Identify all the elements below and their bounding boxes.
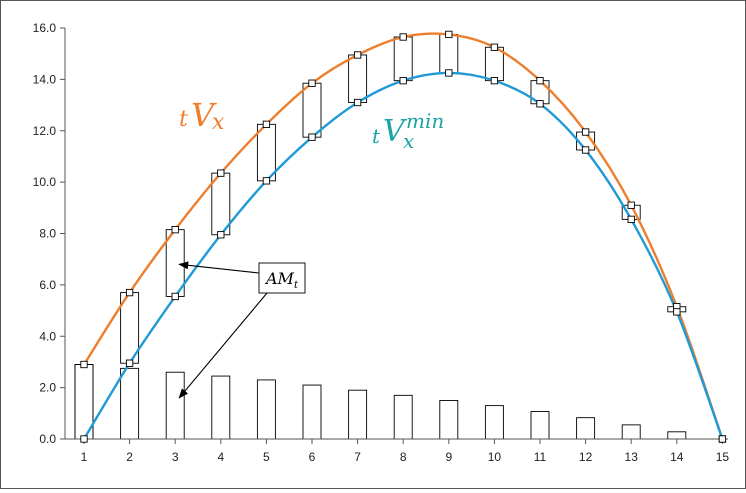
x-tick-label: 5: [263, 450, 270, 464]
interval-box: [256, 123, 276, 182]
annotation-box: [258, 262, 306, 294]
bar: [348, 389, 368, 440]
data-point: [581, 146, 590, 154]
interval-box: [302, 82, 322, 138]
annotation-text: AM: [264, 269, 295, 288]
annotation-layer: AM t: [178, 261, 306, 399]
y-tick-label: 12.0: [33, 124, 57, 138]
data-point: [445, 69, 453, 77]
y-tick-label: 10.0: [33, 175, 57, 189]
bar: [165, 371, 185, 440]
interval-box: [393, 36, 413, 82]
data-point: [581, 128, 590, 136]
data-point: [308, 79, 316, 87]
y-tick-label: 2.0: [39, 381, 56, 395]
bar: [667, 431, 687, 440]
data-point: [80, 360, 88, 369]
y-tick-label: 8.0: [39, 227, 56, 241]
bar: [530, 411, 550, 440]
data-point: [125, 288, 134, 297]
x-tick-label: 12: [579, 450, 593, 464]
data-point: [399, 33, 407, 41]
bar: [484, 405, 504, 440]
x-tick-label: 2: [126, 450, 133, 464]
axes-layer: 0.02.04.06.08.010.012.014.016.01 2 3 4 5 6 7 8 9…: [33, 21, 730, 464]
label-tvx-min-sup: min: [406, 109, 444, 133]
data-point: [80, 435, 88, 443]
bar: [439, 400, 459, 440]
x-tick-label: 11: [534, 450, 547, 464]
y-tick-label: 4.0: [39, 329, 56, 343]
x-tick-label: 4: [217, 450, 224, 464]
x-tick-label: 15: [716, 450, 730, 464]
y-tick-label: 14.0: [33, 72, 57, 86]
interval-box: [484, 46, 504, 82]
label-tvx-min-main: V: [383, 114, 408, 149]
data-point: [217, 169, 225, 177]
label-tvx-sub: x: [212, 110, 225, 135]
x-tick-label: 14: [670, 450, 684, 464]
x-tick-label: 7: [354, 450, 361, 464]
interval-box: [348, 54, 368, 103]
data-point: [490, 77, 499, 85]
data-point: [262, 120, 271, 128]
data-point: [353, 98, 362, 107]
data-point: [171, 292, 179, 301]
data-point: [490, 43, 499, 51]
bar: [621, 424, 641, 440]
data-point: [262, 177, 271, 185]
data-point: [536, 100, 544, 108]
data-point: [308, 133, 316, 141]
bars-layer: [74, 364, 687, 440]
interval-box: [439, 33, 459, 74]
data-point: [125, 359, 134, 367]
annotation-arrow: [178, 261, 260, 274]
label-tvx-prefix: t: [179, 107, 188, 132]
bar: [120, 367, 140, 440]
bar: [256, 379, 276, 440]
data-point: [627, 215, 635, 224]
x-tick-label: 6: [309, 450, 316, 464]
data-point: [445, 30, 453, 39]
data-point: [399, 77, 407, 85]
y-tick-label: 0.0: [39, 432, 56, 446]
bar: [211, 375, 231, 440]
x-tick-label: 9: [445, 450, 452, 464]
annotation-arrow: [178, 292, 268, 399]
x-tick-label: 10: [488, 450, 502, 464]
data-point: [673, 308, 681, 316]
data-point: [217, 231, 225, 239]
data-point: [627, 201, 635, 209]
x-tick-label: 8: [400, 450, 407, 464]
data-point: [536, 77, 544, 85]
x-tick-label: 13: [625, 450, 639, 464]
y-tick-label: 6.0: [39, 278, 56, 292]
bar: [576, 417, 596, 440]
y-tick-label: 16.0: [33, 21, 57, 35]
label-tvx-main: V: [191, 96, 217, 134]
x-tick-label: 1: [81, 450, 88, 464]
label-tvx-min-sub: x: [403, 129, 414, 153]
data-point: [171, 225, 179, 234]
label-tvx: t Vx: [179, 96, 225, 135]
data-point: [353, 51, 362, 59]
bar: [302, 384, 322, 440]
annotation-subscript: t: [294, 280, 299, 291]
markers-layer: [80, 30, 727, 443]
bar: [393, 394, 413, 440]
label-tvx-min-prefix: t: [372, 124, 381, 148]
x-tick-label: 3: [172, 450, 179, 464]
data-point: [718, 435, 727, 443]
